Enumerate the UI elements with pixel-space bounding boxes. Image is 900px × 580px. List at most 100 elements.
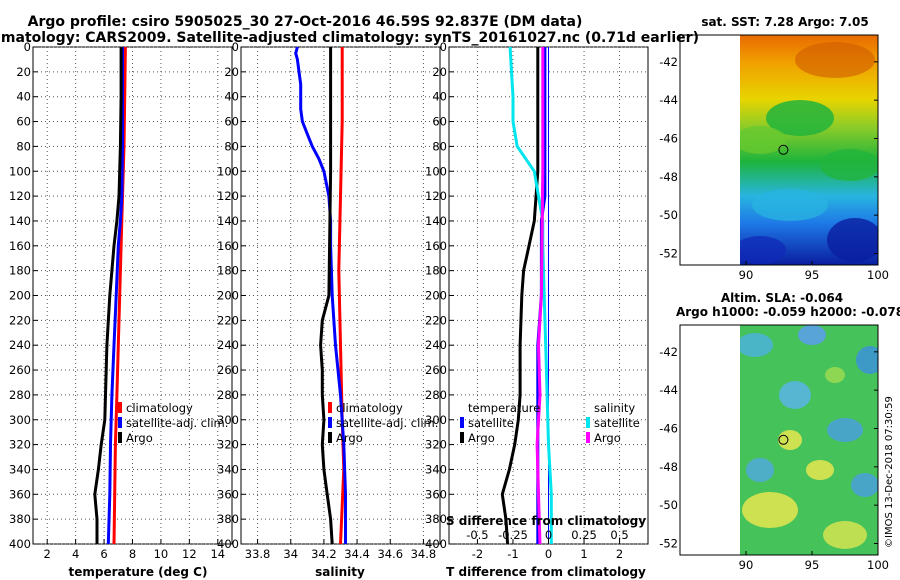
legend-label-sal-satellite: satellite (594, 416, 640, 430)
x-tick-label: -1 (507, 547, 518, 561)
temperature-grid (33, 46, 232, 545)
y-tick-label: 180 (9, 264, 31, 278)
sst-argo-position-marker (778, 144, 789, 155)
y-tick-label: 40 (16, 90, 31, 104)
y-tick-label: 240 (217, 338, 239, 352)
map-y-tick-label: -52 (659, 537, 678, 551)
sst-dark-blue-patch (827, 218, 878, 262)
y-tick-label: 200 (9, 289, 31, 303)
salinity-legend: climatology satellite-adj. clim. Argo (328, 401, 438, 445)
y-tick-label: 240 (9, 338, 31, 352)
y-tick-label: 60 (432, 115, 447, 129)
map-y-tick-label: -42 (659, 55, 678, 69)
y-tick-label: 280 (217, 388, 239, 402)
x-tick-label: 4 (72, 547, 79, 561)
y-tick-label: 100 (9, 164, 31, 178)
y-tick-label: 120 (425, 189, 447, 203)
sst-mixed-patch (740, 126, 786, 154)
difference-xlabel: T difference from climatology (446, 565, 646, 579)
y-tick-label: 380 (425, 512, 447, 526)
y-tick-label: 320 (425, 438, 447, 452)
sst-warm-patch (795, 42, 875, 78)
x-tick-label: 34 (283, 547, 298, 561)
temperature-ticks: 2 4 6 8 10 12 14020406080100120140160180200220… (9, 40, 225, 561)
y-tick-label: 220 (425, 313, 447, 327)
x-tick-label: 34.2 (311, 547, 337, 561)
difference-legend: temperature satellite Argo salinity sate… (460, 401, 640, 445)
legend-swatch-satellite (328, 417, 332, 428)
difference-series (500, 46, 553, 545)
x-tick-label: 2 (616, 547, 623, 561)
sla-argo-position-marker (778, 434, 789, 445)
sla-high-2 (806, 460, 834, 480)
y-tick-label: 180 (425, 264, 447, 278)
y-tick-label: 140 (217, 214, 239, 228)
sst-map-panel: sat. SST: 7.28 Argo: 7.05 90 95 100 -42 -44 -… (659, 15, 889, 282)
salinity-grid (241, 46, 440, 545)
y-tick-label: 20 (432, 65, 447, 79)
x2-tick-label: -0.25 (498, 528, 528, 542)
legend-swatch-climatology (118, 402, 122, 413)
y-tick-label: 120 (217, 189, 239, 203)
sla-map-ticks: 90 95 100 -42 -44 -46 -48 -50 -52 (659, 345, 889, 572)
sst-green-patch (820, 149, 878, 181)
series-line-satellite-adj-clim- (294, 46, 347, 544)
y-tick-label: 160 (425, 239, 447, 253)
map-x-tick-label: 95 (805, 268, 820, 282)
map-y-tick-label: -44 (659, 93, 678, 107)
x-tick-label: 1 (580, 547, 587, 561)
sla-high-3 (742, 492, 798, 528)
sla-low-1 (740, 333, 773, 357)
y-tick-label: 320 (217, 438, 239, 452)
difference-ticks: -2 -1 0 1 2020406080100120140160180200220240… (425, 40, 629, 561)
legend-label-climatology: climatology (336, 401, 403, 415)
map-x-tick-label: 100 (867, 558, 889, 572)
timestamp: ©IMOS 13-Dec-2018 07:30:59 (884, 396, 895, 548)
y-tick-label: 220 (217, 313, 239, 327)
sla-low-7 (851, 473, 878, 497)
y-tick-label: 120 (9, 189, 31, 203)
y-tick-label: 320 (9, 438, 31, 452)
title-line-1: Argo profile: csiro 5905025_30 27-Oct-20… (28, 14, 583, 30)
sst-cyan-patch (752, 189, 828, 221)
map-x-tick-label: 95 (805, 558, 820, 572)
sst-map-frame (679, 34, 879, 266)
map-y-tick-label: -50 (659, 498, 678, 512)
y-tick-label: 260 (9, 363, 31, 377)
sla-map-frame (679, 324, 879, 556)
y-tick-label: 140 (425, 214, 447, 228)
series-line-argo (319, 47, 334, 545)
y-tick-label: 240 (425, 338, 447, 352)
y-tick-label: 80 (224, 139, 239, 153)
y-tick-label: 20 (16, 65, 31, 79)
legend-label-climatology: climatology (126, 401, 193, 415)
y-tick-label: 360 (425, 487, 447, 501)
x-tick-label: 34.4 (344, 547, 370, 561)
y-tick-label: 0 (440, 40, 447, 54)
sla-low-3 (856, 346, 878, 374)
legend-swatch-argo (328, 432, 332, 443)
legend-swatch-temp-argo (460, 432, 464, 443)
y-tick-label: 340 (9, 462, 31, 476)
y-tick-label: 260 (217, 363, 239, 377)
y-tick-label: 160 (217, 239, 239, 253)
salinity-series (294, 46, 347, 545)
y-tick-label: 360 (9, 487, 31, 501)
sla-low-4 (779, 381, 811, 409)
y-tick-label: 200 (217, 289, 239, 303)
y-tick-label: 400 (217, 537, 239, 551)
y-tick-label: 340 (425, 462, 447, 476)
legend-swatch-satellite (118, 417, 122, 428)
x-tick-label: 33.8 (245, 547, 271, 561)
x-tick-label: 0 (545, 547, 552, 561)
y-tick-label: 280 (9, 388, 31, 402)
sst-map-ticks: 90 95 100 -42 -44 -46 -48 -50 -52 (659, 55, 889, 282)
x-tick-label: 12 (182, 547, 197, 561)
y-tick-label: 40 (432, 90, 447, 104)
legend-label-temp-satellite: satellite (468, 416, 514, 430)
sst-cool-patch (766, 100, 834, 136)
map-x-tick-label: 90 (739, 268, 754, 282)
difference-x2label: S difference from climatology (446, 514, 646, 528)
y-tick-label: 300 (217, 413, 239, 427)
